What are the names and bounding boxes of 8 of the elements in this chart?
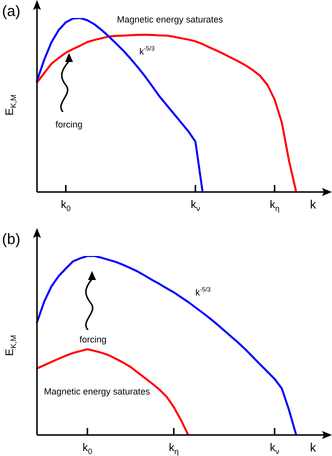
x-axis-title: k	[310, 197, 317, 212]
annotation: Magnetic energy saturates	[116, 14, 224, 24]
chart-title: (a)	[2, 3, 20, 20]
x-axis-title: k	[310, 440, 317, 454]
annotation: forcing	[79, 334, 107, 344]
annotation: Magnetic energy saturates	[44, 386, 151, 396]
chart-title: (b)	[2, 231, 20, 248]
annotation: forcing	[55, 119, 83, 130]
